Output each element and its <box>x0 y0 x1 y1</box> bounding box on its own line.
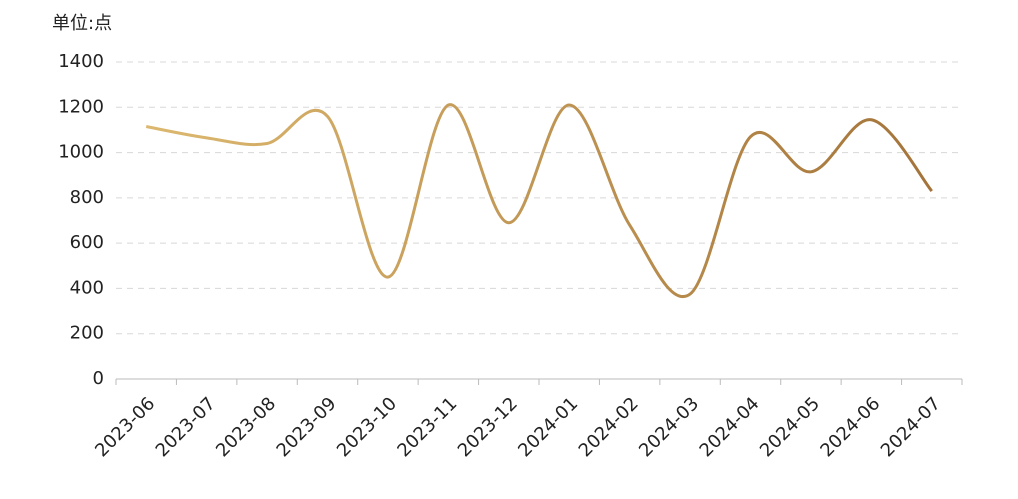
x-tick-label: 2023-08 <box>212 393 280 461</box>
x-tick-label: 2023-09 <box>273 393 341 461</box>
y-tick-label: 1000 <box>58 142 104 163</box>
x-tick-label: 2024-06 <box>816 393 884 461</box>
unit-label: 单位:点 <box>52 13 112 34</box>
x-tick-label: 2023-07 <box>152 393 220 461</box>
x-tick-label: 2023-10 <box>333 393 401 461</box>
x-tick-label: 2024-01 <box>514 393 582 461</box>
y-tick-label: 400 <box>70 277 104 298</box>
x-tick-label: 2023-11 <box>393 393 461 461</box>
x-tick-label: 2024-04 <box>696 393 764 461</box>
x-tick-label: 2023-06 <box>91 393 159 461</box>
x-tick-label: 2024-07 <box>877 393 945 461</box>
y-tick-label: 600 <box>70 232 104 253</box>
line <box>145 103 933 299</box>
x-tick-label: 2023-12 <box>454 393 522 461</box>
y-tick-label: 1200 <box>58 96 104 117</box>
y-tick-label: 0 <box>93 368 104 389</box>
x-tick-label: 2024-03 <box>635 393 703 461</box>
x-tick-label: 2024-05 <box>756 393 824 461</box>
y-tick-label: 1400 <box>58 51 104 72</box>
y-tick-label: 800 <box>70 187 104 208</box>
y-tick-label: 200 <box>70 323 104 344</box>
x-tick-label: 2024-02 <box>575 393 643 461</box>
